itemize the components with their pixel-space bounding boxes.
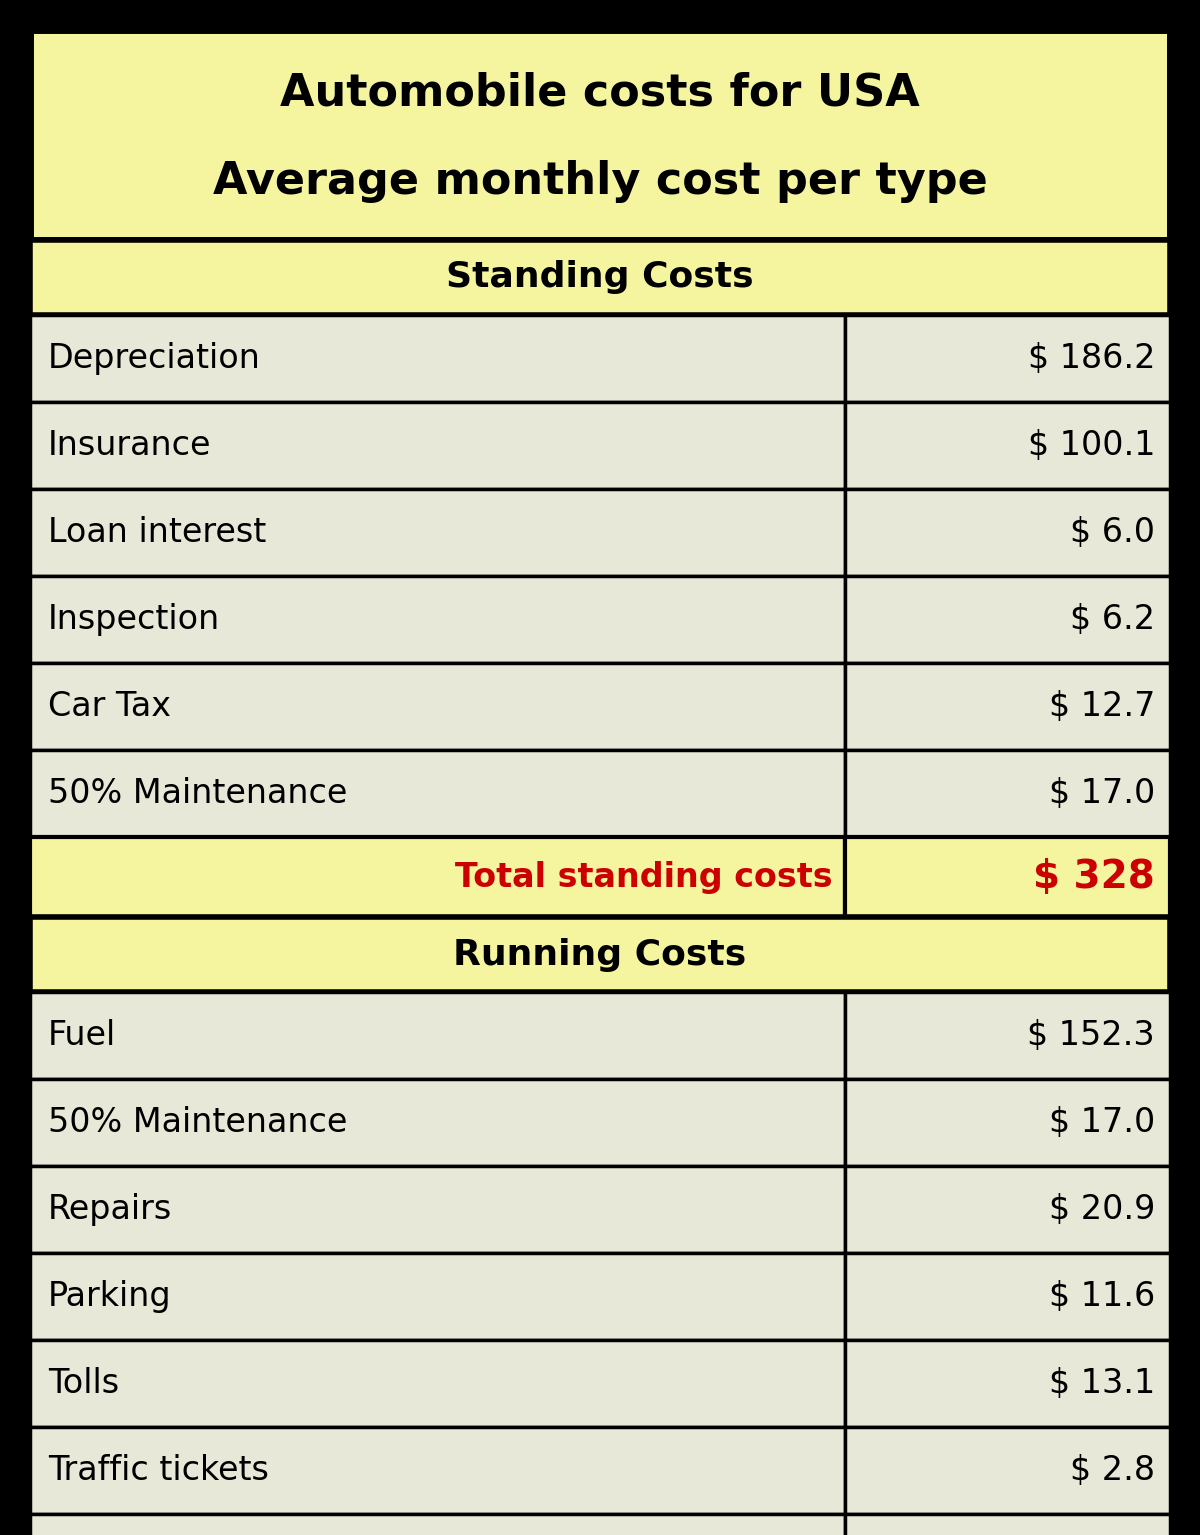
Bar	[845, 576, 1170, 663]
Bar	[30, 315, 845, 402]
Text: Average monthly cost per type: Average monthly cost per type	[212, 160, 988, 203]
Bar	[30, 239, 1170, 315]
Text: $ 6.2: $ 6.2	[1070, 603, 1154, 635]
Bar	[845, 490, 1170, 576]
Text: Insurance: Insurance	[48, 428, 211, 462]
Text: Standing Costs: Standing Costs	[446, 261, 754, 295]
Bar	[30, 402, 845, 490]
Text: 50% Maintenance: 50% Maintenance	[48, 777, 347, 810]
Text: Fuel: Fuel	[48, 1019, 116, 1051]
Bar	[30, 1340, 845, 1428]
Bar	[30, 837, 845, 916]
Text: Car Tax: Car Tax	[48, 691, 172, 723]
Bar	[845, 1428, 1170, 1514]
Text: Traffic tickets: Traffic tickets	[48, 1454, 269, 1487]
Bar	[845, 1167, 1170, 1253]
Text: $ 17.0: $ 17.0	[1049, 777, 1154, 810]
Bar	[845, 402, 1170, 490]
Bar	[30, 663, 845, 751]
Text: $ 12.7: $ 12.7	[1049, 691, 1154, 723]
Text: $ 13.1: $ 13.1	[1049, 1368, 1154, 1400]
Text: 50% Maintenance: 50% Maintenance	[48, 1107, 347, 1139]
Text: Parking: Parking	[48, 1280, 172, 1312]
Text: $ 20.9: $ 20.9	[1049, 1193, 1154, 1226]
Text: $ 2.8: $ 2.8	[1070, 1454, 1154, 1487]
Bar	[30, 1253, 845, 1340]
Text: Total standing costs: Total standing costs	[456, 861, 833, 893]
Bar	[30, 916, 1170, 992]
Bar	[845, 992, 1170, 1079]
Bar	[30, 1514, 845, 1535]
Bar	[30, 1167, 845, 1253]
Bar	[30, 751, 845, 837]
Bar	[845, 315, 1170, 402]
Text: $ 152.3: $ 152.3	[1027, 1019, 1154, 1051]
Bar	[845, 663, 1170, 751]
Bar	[845, 1340, 1170, 1428]
Text: $ 186.2: $ 186.2	[1027, 342, 1154, 375]
Text: $ 100.1: $ 100.1	[1027, 428, 1154, 462]
Text: $ 17.0: $ 17.0	[1049, 1107, 1154, 1139]
Bar	[30, 1428, 845, 1514]
Text: Inspection: Inspection	[48, 603, 221, 635]
Text: Automobile costs for USA: Automobile costs for USA	[280, 72, 920, 115]
Bar	[30, 576, 845, 663]
Text: Repairs: Repairs	[48, 1193, 173, 1226]
Text: $ 11.6: $ 11.6	[1049, 1280, 1154, 1312]
Text: Depreciation: Depreciation	[48, 342, 260, 375]
Bar	[30, 992, 845, 1079]
Text: Tolls: Tolls	[48, 1368, 119, 1400]
Bar	[845, 1079, 1170, 1167]
Bar	[845, 1514, 1170, 1535]
Text: $ 328: $ 328	[1033, 858, 1154, 896]
Text: Running Costs: Running Costs	[454, 938, 746, 972]
Bar	[30, 490, 845, 576]
Bar	[30, 1079, 845, 1167]
Bar	[845, 837, 1170, 916]
Bar	[845, 1253, 1170, 1340]
Text: $ 6.0: $ 6.0	[1070, 516, 1154, 550]
Bar	[845, 751, 1170, 837]
Bar	[30, 31, 1170, 239]
Text: Loan interest: Loan interest	[48, 516, 266, 550]
